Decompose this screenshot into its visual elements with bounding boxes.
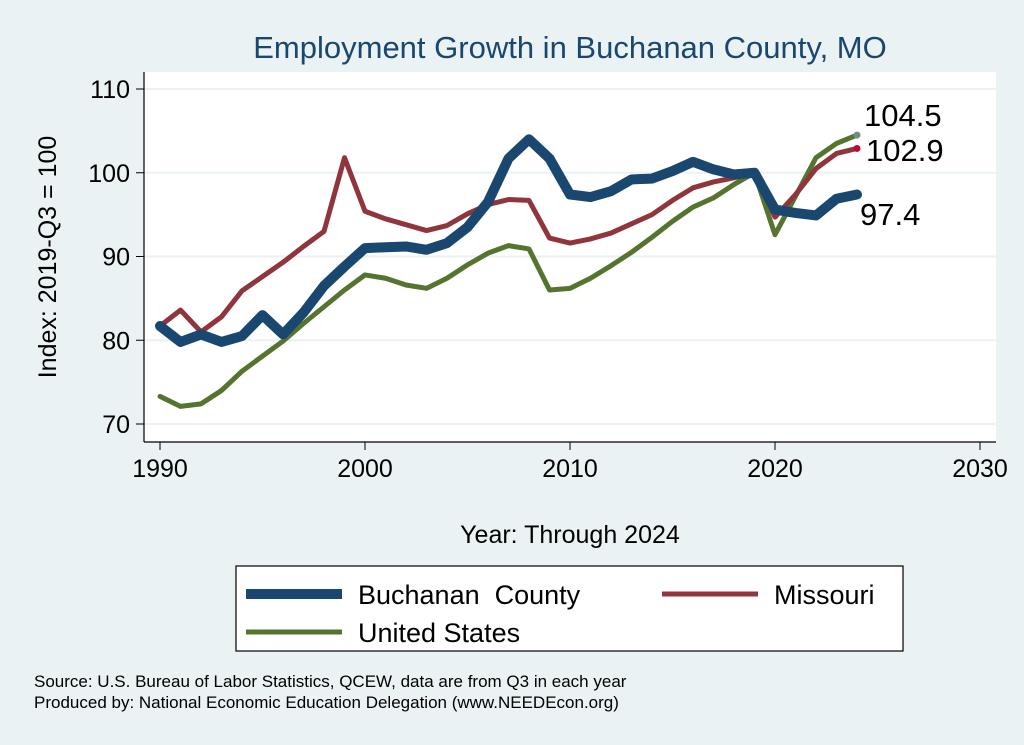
legend-label-us: United States xyxy=(358,618,520,648)
y-tick-label: 70 xyxy=(102,411,130,439)
x-tick-label: 2030 xyxy=(952,455,1008,483)
producer-note: Produced by: National Economic Education… xyxy=(34,693,619,712)
series-line-0 xyxy=(155,134,862,347)
x-tick-label: 1990 xyxy=(132,455,188,483)
end-value-label: 102.9 xyxy=(866,133,944,168)
x-tick-label: 2000 xyxy=(337,455,393,483)
series-lines xyxy=(155,131,862,409)
y-ticks: 70 80 90 100 110 xyxy=(88,76,144,439)
x-axis-label: Year: Through 2024 xyxy=(460,521,680,549)
series-line-2 xyxy=(157,132,860,409)
y-tick-label: 110 xyxy=(90,76,130,104)
x-tick-label: 2010 xyxy=(542,455,598,483)
end-point-marker xyxy=(853,131,861,139)
y-tick-label: 100 xyxy=(88,160,130,188)
x-tick-label: 2020 xyxy=(747,455,803,483)
legend-box xyxy=(235,565,904,652)
legend-label-missouri: Missouri xyxy=(774,580,875,610)
source-note: Source: U.S. Bureau of Labor Statistics,… xyxy=(34,672,627,691)
end-value-label: 104.5 xyxy=(864,98,942,133)
end-value-label: 97.4 xyxy=(860,197,920,232)
y-tick-label: 90 xyxy=(102,244,130,272)
y-axis-label: Index: 2019-Q3 = 100 xyxy=(34,136,62,379)
chart-title: Employment Growth in Buchanan County, MO xyxy=(253,30,887,65)
x-ticks: 1990 2000 2010 2020 2030 xyxy=(132,442,1008,483)
y-tick-label: 80 xyxy=(102,327,130,355)
legend-label-buchanan: Buchanan County xyxy=(358,580,581,610)
end-point-marker xyxy=(853,144,861,152)
legend: Buchanan County Missouri United States xyxy=(235,565,904,652)
